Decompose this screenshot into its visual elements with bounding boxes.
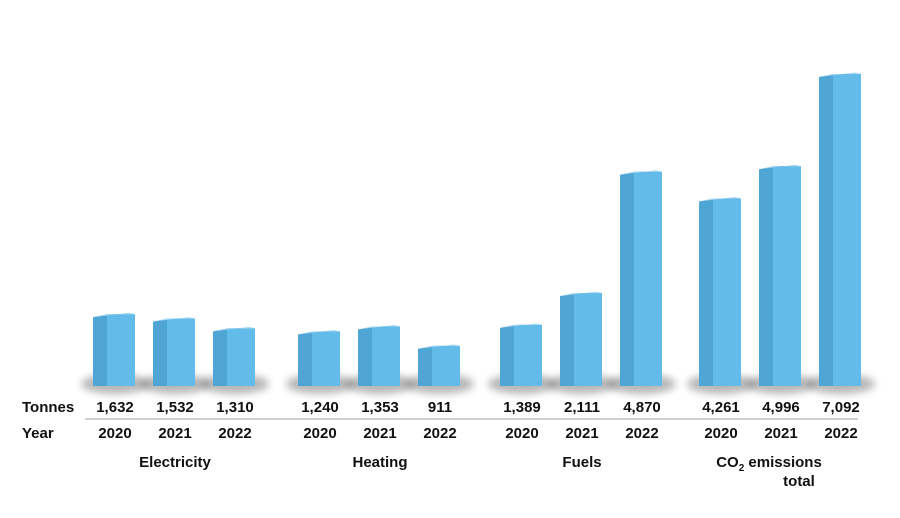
bar-front xyxy=(312,331,340,386)
year-label: 2022 xyxy=(423,425,456,442)
bar-front xyxy=(372,326,400,386)
value-label: 4,870 xyxy=(623,399,661,416)
bar-0-2 xyxy=(201,326,269,394)
bar-top xyxy=(418,344,460,349)
bar-top xyxy=(699,197,741,202)
value-label: 1,310 xyxy=(216,399,254,416)
bar-top xyxy=(500,323,542,328)
bar-top xyxy=(298,329,340,335)
year-label: 2020 xyxy=(505,425,538,442)
bars-layer xyxy=(81,72,875,394)
bar-1-0 xyxy=(286,329,354,394)
value-label: 1,389 xyxy=(503,399,541,416)
value-label: 7,092 xyxy=(822,399,860,416)
year-label: 2021 xyxy=(158,425,191,442)
year-label: 2022 xyxy=(824,425,857,442)
value-label: 911 xyxy=(428,399,452,416)
bar-top xyxy=(153,317,195,322)
bar-top xyxy=(759,164,801,170)
bar-front xyxy=(634,171,662,386)
year-label: 2021 xyxy=(565,425,598,442)
group-label: CO2 emissions xyxy=(716,454,822,474)
bar-front xyxy=(227,328,255,386)
bar-front xyxy=(167,318,195,386)
bar-front xyxy=(574,293,602,386)
bar-3-0 xyxy=(687,197,755,394)
bar-front xyxy=(773,166,801,386)
value-label: 1,353 xyxy=(361,399,399,416)
bar-1-2 xyxy=(406,344,474,394)
bar-2-2 xyxy=(608,170,676,394)
bar-3-1 xyxy=(747,164,815,394)
bar-front xyxy=(514,324,542,386)
bar-0-1 xyxy=(141,317,209,394)
year-label: 2022 xyxy=(625,425,658,442)
bar-front xyxy=(432,345,460,386)
bar-2-0 xyxy=(488,323,556,394)
bar-0-0 xyxy=(81,312,149,394)
bar-top xyxy=(560,291,602,297)
year-row-label: Year xyxy=(22,425,54,442)
bar-front xyxy=(833,74,861,386)
value-label: 2,111 xyxy=(564,399,600,416)
group-label-line2: total xyxy=(783,473,815,490)
group-label: Fuels xyxy=(562,454,601,471)
bar-top xyxy=(93,312,135,318)
value-label: 1,632 xyxy=(96,399,134,416)
bar-front xyxy=(713,198,741,386)
year-label: 2020 xyxy=(98,425,131,442)
bar-top xyxy=(358,324,400,330)
value-label: 4,996 xyxy=(762,399,800,416)
bar-1-1 xyxy=(346,324,414,394)
group-label: Electricity xyxy=(139,454,211,471)
bar-top xyxy=(213,326,255,332)
bar-top xyxy=(819,72,861,77)
labels-layer: 1,632 2020 1,532 2021 1,310 2022 Electricity 1,… xyxy=(96,399,860,490)
year-label: 2022 xyxy=(218,425,251,442)
value-label: 4,261 xyxy=(702,399,740,416)
value-label: 1,240 xyxy=(301,399,339,416)
bar-3-2 xyxy=(807,72,875,394)
year-label: 2021 xyxy=(363,425,396,442)
year-label: 2021 xyxy=(764,425,797,442)
tonnes-row-label: Tonnes xyxy=(22,399,74,416)
value-label: 1,532 xyxy=(156,399,194,416)
group-label: Heating xyxy=(352,454,407,471)
year-label: 2020 xyxy=(704,425,737,442)
bar-2-1 xyxy=(548,291,616,394)
bar-front xyxy=(107,314,135,386)
bar-top xyxy=(620,170,662,175)
year-label: 2020 xyxy=(303,425,336,442)
